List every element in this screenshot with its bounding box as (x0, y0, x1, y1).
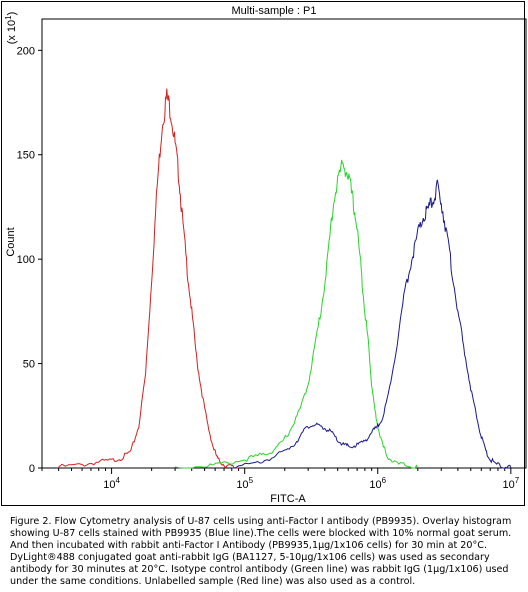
y-tick-label: 150 (17, 150, 35, 162)
y-axis-label: Count (5, 227, 17, 256)
svg-text:(x 101): (x 101) (4, 12, 18, 45)
x-tick-exp: 4 (115, 476, 120, 485)
y-ticks: 0 50 100 150 200 (17, 45, 42, 475)
y-tick-label: 0 (29, 463, 35, 475)
histogram-chart: Multi-sample : P1 (x 101) Count FITC-A 0… (4, 5, 527, 505)
y-multiplier-text: (x 10 (6, 20, 18, 44)
x-tick-base: 10 (502, 479, 514, 491)
x-tick-label: 106 (369, 476, 386, 491)
histogram-series-2 (231, 179, 512, 469)
x-ticks: 104 105 106 107 (41, 468, 520, 491)
x-axis-label: FITC-A (270, 493, 306, 505)
y-tick-label: 200 (17, 45, 35, 57)
plot-area (41, 18, 527, 469)
histogram-series-0 (58, 88, 239, 469)
chart-title: Multi-sample : P1 (232, 5, 317, 17)
x-tick-label: 107 (502, 476, 519, 491)
y-tick-label: 50 (23, 359, 35, 371)
y-axis-multiplier: (x 101) (4, 12, 18, 45)
x-tick-exp: 5 (249, 476, 254, 485)
figure-frame (1, 1, 525, 506)
x-tick-label: 105 (236, 476, 253, 491)
x-tick-exp: 6 (382, 476, 387, 485)
figure-caption: Figure 2. Flow Cytometry analysis of U-8… (10, 516, 512, 588)
x-tick-exp: 7 (515, 476, 520, 485)
series-layer (58, 88, 512, 469)
y-multiplier-exp: 1 (4, 15, 13, 20)
x-tick-base: 10 (236, 479, 248, 491)
x-tick-base: 10 (369, 479, 381, 491)
x-tick-base: 10 (103, 479, 115, 491)
histogram-series-1 (174, 159, 419, 469)
x-tick-label: 104 (103, 476, 120, 491)
y-tick-label: 100 (17, 254, 35, 266)
